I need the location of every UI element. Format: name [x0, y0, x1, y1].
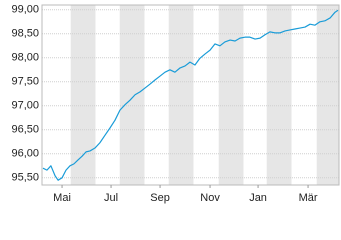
x-tick-label: Jan — [249, 192, 267, 204]
y-tick-label: 99,00 — [11, 4, 39, 16]
x-tick-label: Mär — [299, 192, 318, 204]
y-tick-label: 96,00 — [11, 148, 39, 160]
x-tick-label: Nov — [200, 192, 220, 204]
x-tick-label: Mai — [53, 192, 71, 204]
grid — [42, 9, 339, 179]
y-tick-label: 95,50 — [11, 172, 39, 184]
month-band — [316, 5, 339, 185]
chart: Mai Jul Sep Nov Jan Mär 95,50 96,00 96,50 97,00 97… — [11, 4, 340, 204]
price-line — [42, 9, 339, 181]
month-band — [70, 5, 96, 185]
x-tick-label: Jul — [104, 192, 118, 204]
month-band — [119, 5, 145, 185]
plot-frame — [41, 4, 340, 186]
y-tick-label: 97,00 — [11, 100, 39, 112]
y-tick-label: 96,50 — [11, 124, 39, 136]
x-tick-label: Sep — [150, 192, 170, 204]
month-bands — [70, 5, 339, 185]
y-tick-label: 98,50 — [11, 28, 39, 40]
y-tick-label: 98,00 — [11, 52, 39, 64]
month-band — [168, 5, 194, 185]
month-band — [266, 5, 292, 185]
month-band — [218, 5, 244, 185]
y-tick-label: 97,50 — [11, 76, 39, 88]
